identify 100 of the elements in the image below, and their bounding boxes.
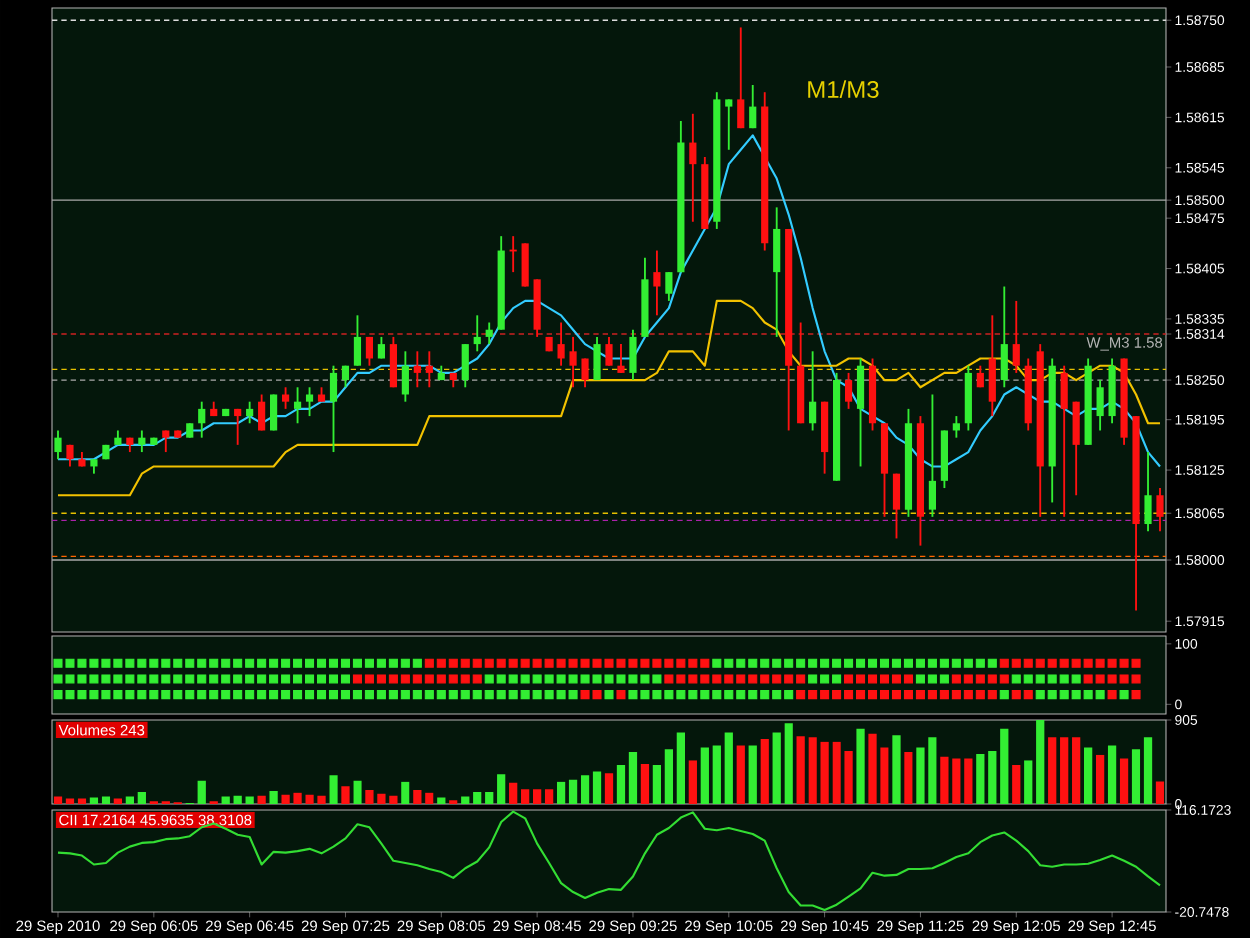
candlestick (557, 321, 565, 367)
bar (1012, 765, 1021, 804)
candlestick (1012, 299, 1020, 374)
bar (700, 747, 709, 804)
bar (473, 791, 482, 804)
bar (616, 765, 626, 804)
bar (197, 780, 206, 804)
bar (712, 745, 721, 804)
bar (233, 795, 242, 804)
candlestick (365, 335, 374, 367)
bar (1155, 781, 1165, 804)
candlestick (258, 393, 266, 432)
candlestick (737, 26, 745, 130)
bar (221, 796, 230, 804)
bar (101, 796, 111, 804)
bar (509, 782, 518, 804)
bar (892, 735, 901, 804)
candlestick (246, 400, 254, 425)
bar (724, 732, 733, 804)
candlestick (413, 350, 421, 389)
candlestick (281, 386, 290, 410)
bar (784, 723, 793, 804)
bar (688, 760, 697, 804)
candlestick (665, 271, 673, 302)
bar (532, 789, 542, 804)
bar (736, 745, 745, 804)
candlestick (305, 386, 314, 418)
bar (65, 798, 75, 804)
candlestick (809, 350, 817, 432)
bar (676, 732, 685, 804)
bar (976, 753, 985, 804)
bar (640, 764, 650, 804)
candlestick (521, 242, 529, 288)
bar (497, 774, 506, 804)
bar (568, 779, 578, 804)
bar (664, 749, 674, 804)
bar (1060, 737, 1069, 804)
candlestick (593, 335, 601, 382)
bar (1000, 728, 1009, 804)
bar (1119, 758, 1129, 804)
candlestick (401, 350, 409, 403)
bar (1072, 737, 1081, 804)
candlestick (844, 371, 853, 410)
candlestick (725, 98, 733, 151)
candlestick (1096, 379, 1104, 432)
bar (1143, 737, 1153, 804)
bar (425, 792, 434, 804)
bar (772, 732, 781, 804)
candlestick (1144, 451, 1152, 533)
candlestick (162, 429, 170, 454)
bar (796, 736, 805, 804)
candlestick (689, 112, 697, 223)
bar (856, 728, 865, 804)
candlestick (749, 84, 757, 130)
bar (485, 791, 494, 804)
candlestick (892, 472, 901, 540)
bar (137, 791, 146, 804)
candlestick (988, 314, 996, 418)
bar (353, 780, 362, 804)
bar (760, 739, 769, 804)
bar (77, 798, 87, 804)
candlestick (377, 335, 385, 360)
candlestick (138, 429, 146, 454)
candlestick (605, 335, 613, 367)
candlestick (569, 335, 577, 389)
bar (904, 752, 913, 804)
candlestick (617, 343, 625, 374)
candlestick (1156, 487, 1164, 533)
annotation: M1/M3 (808, 80, 879, 98)
candlestick (485, 321, 493, 346)
candlestick (198, 400, 206, 439)
bar (556, 781, 566, 804)
bar (329, 775, 338, 804)
candlestick (1060, 364, 1068, 518)
candlestick (54, 429, 62, 461)
bar (461, 796, 470, 804)
bar (413, 790, 422, 804)
candlestick (461, 343, 469, 389)
bar (628, 752, 638, 804)
candlestick (952, 415, 960, 439)
candlestick (353, 314, 362, 367)
bar (245, 796, 254, 804)
bar (592, 771, 602, 804)
bar (401, 781, 410, 804)
candlestick (473, 314, 481, 353)
candlestick (234, 407, 242, 446)
candlestick (629, 328, 637, 382)
bar (580, 775, 590, 804)
bar (1036, 720, 1045, 804)
candlestick (581, 357, 589, 389)
bar (748, 745, 757, 804)
bar (1095, 754, 1105, 804)
candlestick (1000, 285, 1008, 389)
candlestick (653, 249, 661, 317)
candlestick (928, 393, 937, 518)
bar (1131, 749, 1141, 804)
bar (988, 751, 997, 804)
bar (1107, 745, 1117, 804)
candlestick (293, 386, 302, 425)
bar (53, 796, 63, 804)
